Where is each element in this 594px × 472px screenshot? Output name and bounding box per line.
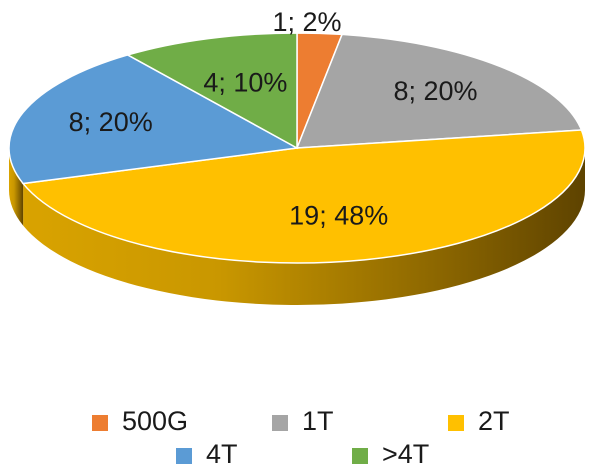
legend-swatch-1t bbox=[272, 415, 288, 431]
legend-item-4t: 4T bbox=[176, 439, 238, 469]
pie-slice-1t bbox=[295, 33, 583, 149]
data-label-gt-4t: 4; 10% bbox=[203, 68, 287, 98]
data-label-2t: 19; 48% bbox=[289, 200, 388, 230]
data-label-1t: 8; 20% bbox=[393, 76, 477, 106]
pie-slice-4t bbox=[8, 54, 300, 185]
legend-swatch-500g bbox=[92, 415, 108, 431]
legend-swatch-4t bbox=[176, 448, 192, 464]
legend-swatch-2t bbox=[448, 415, 464, 431]
data-label-500g: 1; 2% bbox=[272, 7, 341, 37]
pie-slices-group bbox=[8, 32, 586, 264]
legend-swatch-gt-4t bbox=[352, 448, 368, 464]
data-label-4t: 8; 20% bbox=[69, 107, 153, 137]
legend-label-gt-4t: >4T bbox=[382, 439, 429, 469]
legend: 500G 1T 2T 4T >4T bbox=[92, 406, 510, 469]
legend-label-4t: 4T bbox=[206, 439, 238, 469]
data-labels-group: 1; 2% 8; 20% 19; 48% 8; 20% 4; 10% bbox=[69, 7, 478, 230]
legend-item-500g: 500G bbox=[92, 406, 188, 436]
pie-slice-gt-4t bbox=[125, 32, 298, 150]
legend-label-500g: 500G bbox=[122, 406, 188, 436]
legend-label-2t: 2T bbox=[478, 406, 510, 436]
legend-item-1t: 1T bbox=[272, 406, 334, 436]
legend-label-1t: 1T bbox=[302, 406, 334, 436]
legend-item-2t: 2T bbox=[448, 406, 510, 436]
pie-side-2t bbox=[23, 148, 586, 305]
legend-item-gt-4t: >4T bbox=[352, 439, 429, 469]
pie-slice-2t bbox=[21, 129, 586, 264]
